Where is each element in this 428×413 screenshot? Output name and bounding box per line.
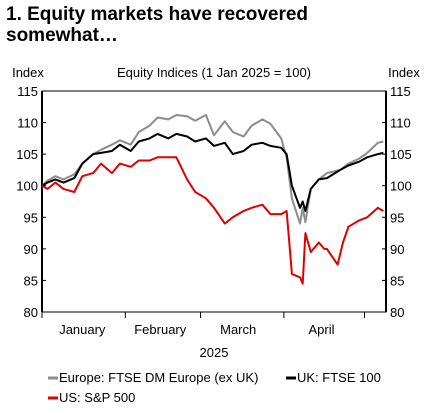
chart-subtitle: Equity Indices (1 Jan 2025 = 100) [117, 65, 311, 80]
plot-frame [41, 90, 387, 313]
left-y-tick-label: 95 [24, 210, 38, 225]
left-y-tick-label: 90 [24, 242, 38, 257]
series-layer [41, 114, 384, 285]
axes: 80 80 85 85 90 90 95 95 100 100 105 105 110 110 115 115… [16, 84, 411, 337]
legend-label-europe: Europe: FTSE DM Europe (ex UK) [59, 370, 258, 385]
chart-title-line-1: 1. Equity markets have recovered [6, 4, 309, 25]
right-y-tick-label: 95 [390, 210, 404, 225]
chart-title: 1. Equity markets have recovered somewha… [6, 4, 422, 46]
left-y-tick-label: 80 [24, 305, 38, 320]
left-y-tick-label: 110 [17, 116, 38, 131]
left-y-tick-label: 105 [16, 147, 38, 162]
series-line-europe [41, 114, 384, 225]
x-tick-label: April [308, 322, 334, 337]
series-line-uk [41, 132, 384, 212]
right-y-tick-label: 85 [390, 273, 404, 288]
right-y-tick-label: 90 [390, 242, 404, 257]
right-y-tick-label: 80 [390, 305, 404, 320]
right-y-tick-label: 105 [390, 147, 412, 162]
year-label: 2025 [200, 345, 229, 360]
right-y-tick-label: 110 [390, 116, 411, 131]
x-tick-label: January [59, 322, 106, 337]
right-y-tick-label: 100 [390, 179, 412, 194]
left-axis-label: Index [12, 65, 44, 80]
right-axis-label: Index [388, 65, 420, 80]
left-y-tick-label: 85 [24, 273, 38, 288]
left-y-tick-label: 115 [17, 84, 38, 99]
right-y-tick-label: 115 [390, 84, 411, 99]
series-line-us [41, 156, 384, 285]
legend-label-us: US: S&P 500 [59, 390, 135, 405]
x-tick-label: February [134, 322, 187, 337]
legend-label-uk: UK: FTSE 100 [297, 370, 381, 385]
x-tick-label: March [220, 322, 256, 337]
left-y-tick-label: 100 [16, 179, 38, 194]
chart-title-line-2: somewhat… [6, 25, 118, 46]
legend: Europe: FTSE DM Europe (ex UK) UK: FTSE 1… [48, 370, 381, 405]
